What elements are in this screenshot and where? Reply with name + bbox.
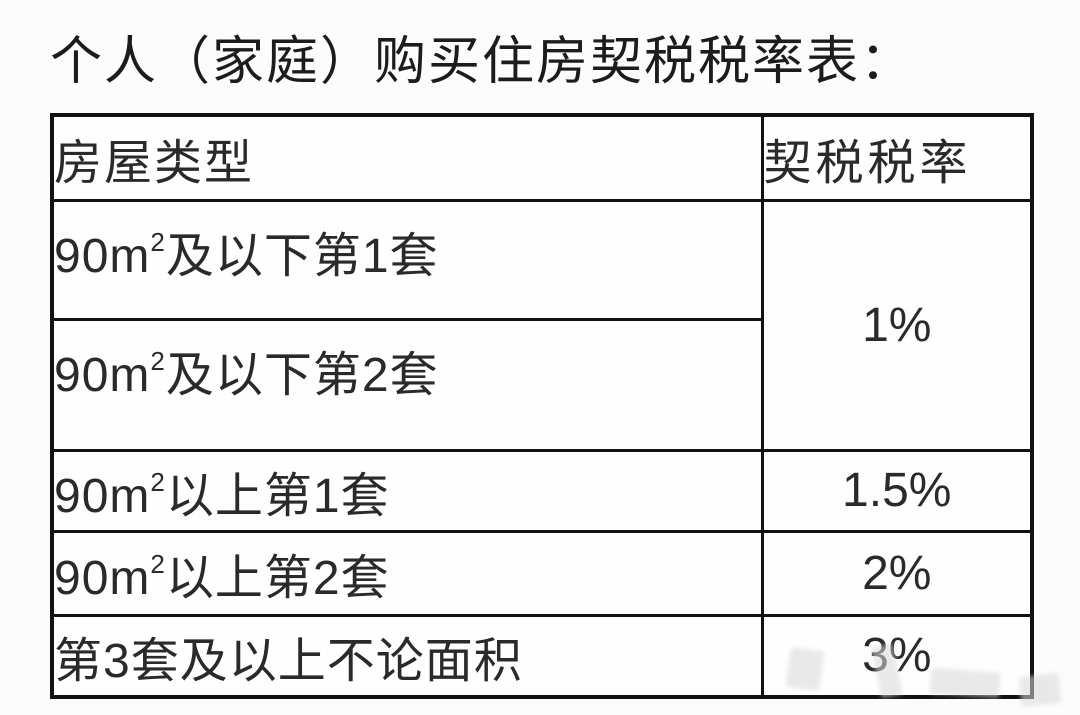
house-type-cell: 90m2及以下第1套	[50, 198, 764, 321]
house-type-label: 以上第1套	[165, 469, 390, 523]
house-type-cell: 90m2及以下第2套	[50, 317, 764, 452]
table-row: 90m2以上第2套 2%	[50, 529, 1034, 617]
tax-rate-cell: 1.5%	[760, 448, 1034, 533]
square-meter-superscript: 2	[150, 549, 166, 579]
table-row: 90m2以上第1套 1.5%	[50, 448, 1034, 533]
table-row: 第3套及以上不论面积 3%	[50, 613, 1034, 699]
house-type-cell: 90m2以上第1套	[50, 448, 764, 533]
house-type-label: 90m	[54, 469, 151, 523]
tax-rate-table: 房屋类型 契税税率 90m2及以下第1套 1% 90m2及以下第2套 90m2以…	[50, 113, 1034, 699]
column-header-tax-rate: 契税税率	[760, 113, 1034, 202]
table-row: 90m2及以下第1套 1%	[50, 198, 1034, 452]
house-type-label: 以上第2套	[165, 552, 390, 605]
column-header-house-type: 房屋类型	[50, 113, 764, 202]
house-type-cell: 第3套及以上不论面积	[50, 613, 764, 699]
house-type-label: 90m	[54, 229, 151, 283]
square-meter-superscript: 2	[150, 226, 166, 257]
house-type-cell: 90m2以上第2套	[50, 529, 764, 617]
table-header-row: 房屋类型 契税税率	[50, 113, 1034, 202]
tax-rate-cell: 2%	[760, 529, 1034, 617]
house-type-label: 90m	[54, 348, 151, 402]
page-title: 个人（家庭）购买住房契税税率表：	[50, 33, 915, 91]
square-meter-superscript: 2	[150, 466, 166, 497]
tax-rate-cell-merged: 1%	[760, 198, 1034, 452]
house-type-label: 90m	[54, 552, 151, 605]
square-meter-superscript: 2	[150, 345, 166, 376]
house-type-label: 及以下第2套	[165, 348, 439, 402]
table-row: 90m2及以下第2套	[50, 317, 1032, 452]
house-type-label: 第3套及以上不论面积	[54, 634, 523, 688]
house-type-label: 及以下第1套	[165, 229, 439, 283]
tax-rate-cell: 3%	[760, 613, 1034, 699]
